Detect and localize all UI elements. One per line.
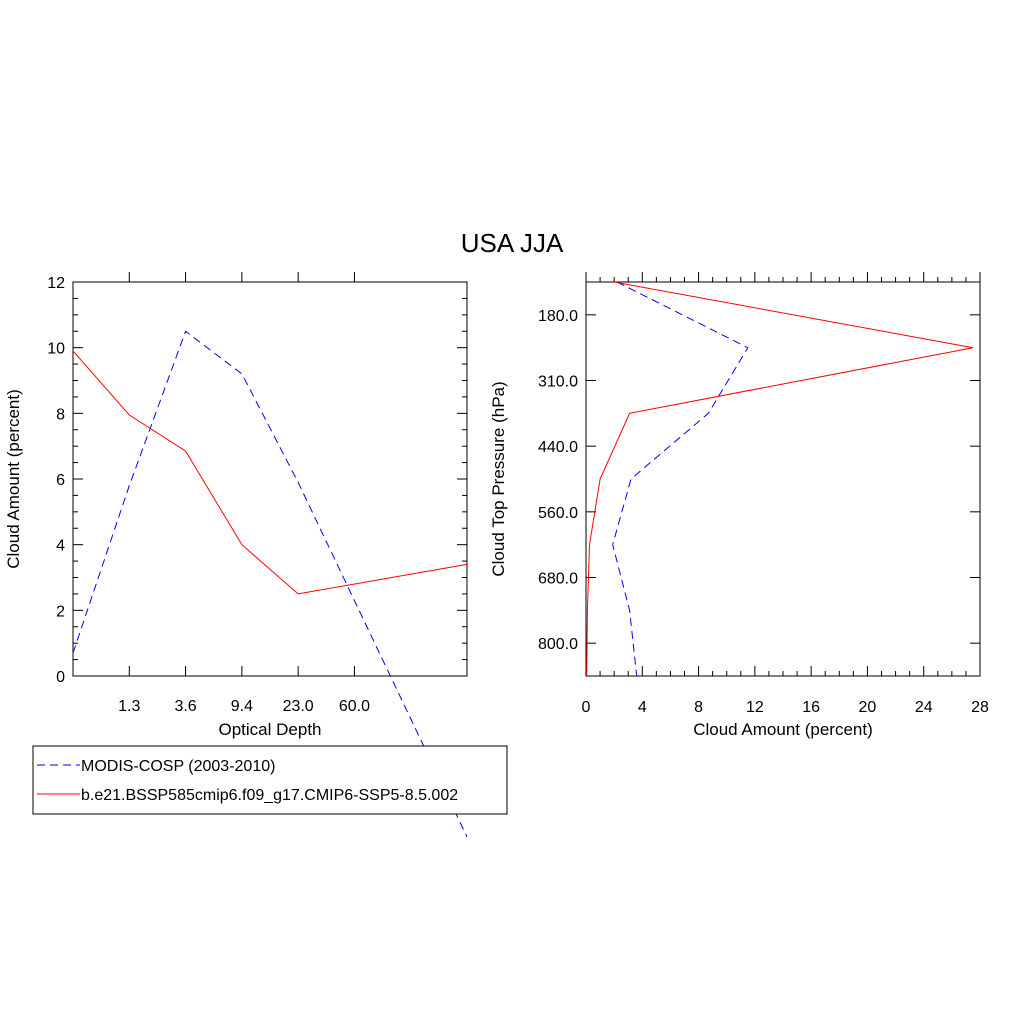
left-y-tick-label: 4 <box>56 538 65 555</box>
left-ticks: 0 2 4 6 8 10 12 1.3 3.6 9.4 23.0 60.0 <box>47 272 467 715</box>
right-x-axis-label: Cloud Amount (percent) <box>693 720 873 739</box>
right-ticks: 0 4 8 12 16 20 24 28 180.0 310.0 440.0 560.0 680.0 80… <box>538 272 989 716</box>
right-x-tick-label: 0 <box>582 699 591 716</box>
cloud-top-pressure-panel: 0 4 8 12 16 20 24 28 180.0 310.0 440.0 560.0 680.0 80… <box>489 272 989 739</box>
right-series-lines <box>586 281 974 677</box>
left-x-tick-label: 23.0 <box>283 698 314 715</box>
left-y-tick-label: 10 <box>47 341 65 358</box>
left-x-tick-label: 3.6 <box>174 698 196 715</box>
right-series-modis-line <box>612 281 749 677</box>
left-series-lines <box>72 330 468 838</box>
left-series-modis-line <box>72 330 468 838</box>
left-x-tick-label: 60.0 <box>339 698 370 715</box>
right-x-tick-label: 16 <box>802 699 820 716</box>
left-y-tick-label: 2 <box>56 603 65 620</box>
right-x-tick-label: 12 <box>746 699 764 716</box>
right-plot-frame <box>585 281 981 677</box>
left-y-tick-label: 12 <box>47 275 65 292</box>
left-y-tick-label: 6 <box>56 472 65 489</box>
right-y-tick-label: 560.0 <box>538 505 578 522</box>
legend-label-model: b.e21.BSSP585cmip6.f09_g17.CMIP6-SSP5-8.… <box>81 787 458 804</box>
left-y-tick-label: 0 <box>56 669 65 686</box>
left-y-tick-label: 8 <box>56 406 65 423</box>
left-x-axis-label: Optical Depth <box>219 720 322 739</box>
left-series-model-line <box>72 350 468 595</box>
right-y-axis-label: Cloud Top Pressure (hPa) <box>489 381 508 576</box>
left-x-tick-label: 9.4 <box>231 698 253 715</box>
left-y-axis-label: Cloud Amount (percent) <box>4 389 23 569</box>
right-y-tick-label: 180.0 <box>538 308 578 325</box>
chart-title: USA JJA <box>461 228 564 258</box>
right-x-tick-label: 20 <box>859 699 877 716</box>
optical-depth-panel: 0 2 4 6 8 10 12 1.3 3.6 9.4 23.0 60.0 Optical Depth… <box>4 272 468 838</box>
left-x-tick-label: 1.3 <box>118 698 140 715</box>
right-y-tick-label: 800.0 <box>538 636 578 653</box>
right-series-model-line <box>586 281 974 677</box>
legend-box <box>32 745 508 815</box>
right-x-tick-label: 8 <box>694 699 703 716</box>
legend: MODIS-COSP (2003-2010) b.e21.BSSP585cmip… <box>32 745 508 815</box>
right-x-tick-label: 28 <box>971 699 989 716</box>
right-y-tick-label: 680.0 <box>538 571 578 588</box>
right-y-tick-label: 440.0 <box>538 439 578 456</box>
right-x-tick-label: 4 <box>638 699 647 716</box>
right-y-tick-label: 310.0 <box>538 374 578 391</box>
right-x-tick-label: 24 <box>915 699 933 716</box>
legend-label-modis: MODIS-COSP (2003-2010) <box>81 758 275 775</box>
